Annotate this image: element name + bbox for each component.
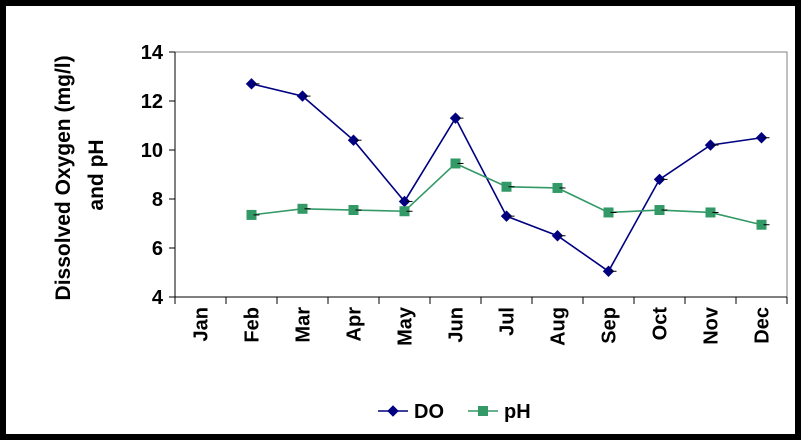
x-tick-label: Nov: [701, 306, 723, 345]
y-tick-label: 10: [141, 140, 163, 162]
data-point-do: [500, 210, 513, 222]
x-tick-label: Jul: [497, 307, 519, 336]
x-tick-label: May: [395, 306, 417, 346]
data-point-do: [653, 173, 666, 186]
legend-marker: [478, 406, 488, 416]
data-point-do: [347, 134, 360, 146]
legend-marker: [387, 405, 399, 417]
series-layer: [245, 78, 770, 277]
x-axis: Jan Feb Mar Apr May Jun Jul Aug Sep Oct Nov Dec: [174, 296, 788, 346]
x-tick-label: Dec: [752, 307, 774, 344]
x-tick-label: Mar: [293, 307, 315, 343]
series-ph: [246, 158, 770, 230]
y-tick-label: 12: [141, 91, 163, 113]
data-point-do: [296, 90, 309, 102]
x-tick-label: Jun: [446, 307, 468, 343]
x-tick-label: Feb: [242, 307, 264, 343]
data-point-do: [602, 265, 615, 277]
y-tick-label: 8: [152, 189, 163, 211]
data-point-do: [245, 78, 258, 90]
x-tick-label: Oct: [650, 307, 672, 341]
x-tick-label: Sep: [599, 307, 621, 344]
data-point-do: [449, 112, 462, 124]
y-tick-label: 4: [152, 287, 164, 309]
legend: DO pH: [378, 401, 531, 423]
y-tick-label: 6: [152, 238, 163, 260]
legend-item-ph: pH: [468, 401, 531, 423]
x-tick-label: Jan: [191, 307, 213, 341]
data-point-do: [755, 132, 768, 144]
x-tick-label: Apr: [344, 307, 366, 342]
legend-label: pH: [504, 401, 531, 423]
legend-item-do: DO: [378, 401, 444, 423]
legend-label: DO: [414, 401, 444, 423]
x-tick-label: Aug: [548, 307, 570, 346]
series-do: [245, 78, 770, 277]
y-axis-title: Dissolved Oxygen (mg/l) and pH: [52, 50, 108, 301]
data-point-do: [704, 139, 717, 151]
y-tick-label: 14: [141, 42, 164, 64]
data-point-do: [551, 230, 564, 242]
y-axis: 4 6 8 10 12 14: [141, 42, 176, 309]
